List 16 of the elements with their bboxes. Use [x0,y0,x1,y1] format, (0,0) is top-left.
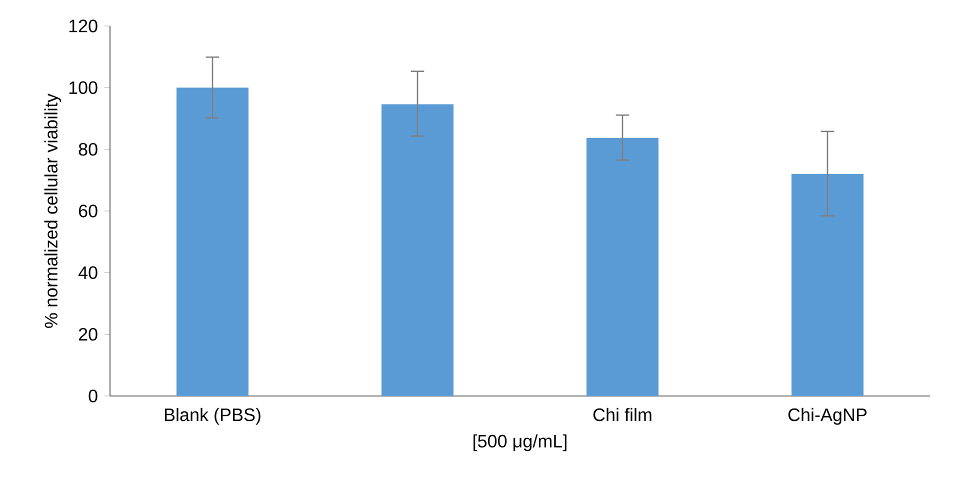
x-axis-title: [500 μg/mL] [474,434,566,452]
bar [382,104,454,396]
y-tick-label: 40 [78,266,98,280]
bar [586,138,658,396]
y-tick-label: 0 [88,390,98,402]
y-tick-label: 60 [78,204,98,218]
y-tick-label: 80 [78,142,98,156]
x-tick-label: Chi-AgNP [788,408,867,425]
y-tick-label: 100 [69,81,98,94]
y-tick-label: 20 [78,328,98,341]
bar [176,88,249,396]
x-tick-label: Chi film [593,408,652,422]
y-tick-label: 120 [69,20,98,32]
x-tick-label: Blank (PBS) [164,408,260,425]
y-axis-title: % normalized cellular viability [44,94,62,328]
bar [791,174,864,396]
